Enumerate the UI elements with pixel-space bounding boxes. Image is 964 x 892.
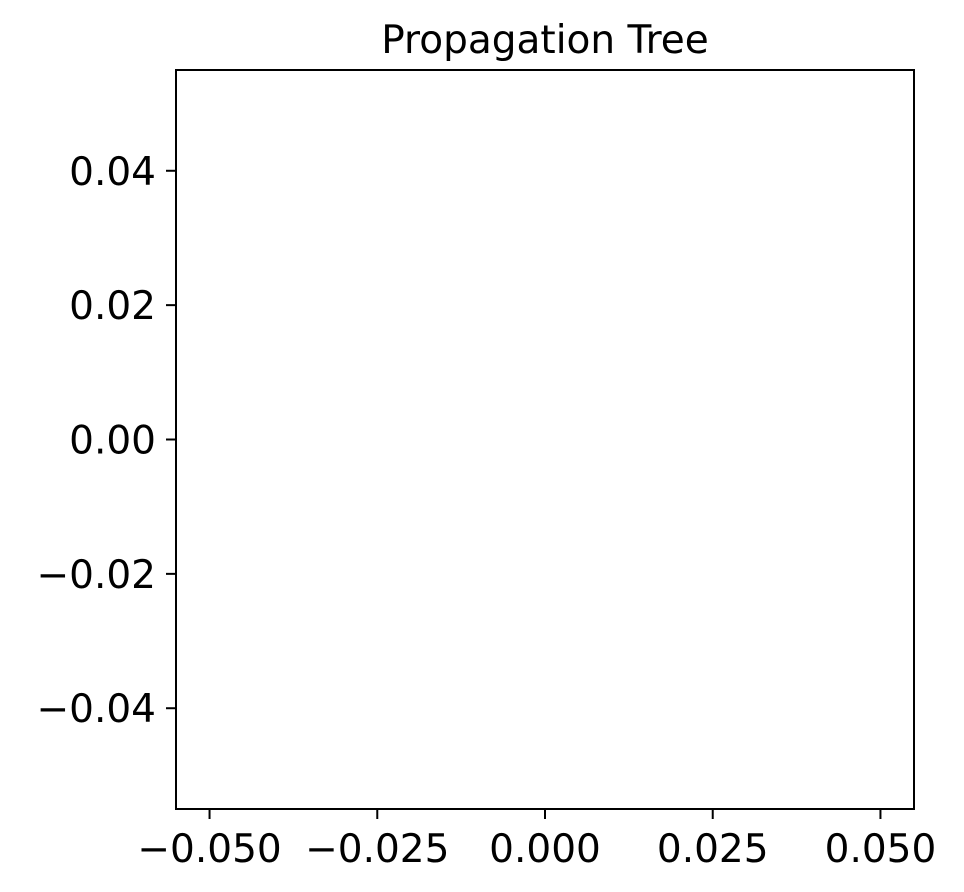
y-axis: 0.04 0.02 0.00 −0.02 −0.04 bbox=[36, 150, 176, 732]
plot-area bbox=[176, 70, 914, 809]
x-tick-label: −0.025 bbox=[305, 827, 449, 872]
x-tick-label: −0.050 bbox=[137, 827, 281, 872]
x-tick-label: 0.050 bbox=[825, 827, 937, 872]
y-tick-label: 0.00 bbox=[69, 419, 156, 464]
y-tick-label: 0.04 bbox=[69, 150, 156, 195]
chart-title: Propagation Tree bbox=[381, 18, 709, 63]
x-axis: −0.050 −0.025 0.000 0.025 0.050 bbox=[137, 809, 936, 872]
plot-frame bbox=[175, 69, 915, 810]
x-tick-label: 0.000 bbox=[489, 827, 601, 872]
x-tick-label: 0.025 bbox=[657, 827, 769, 872]
y-tick-label: 0.02 bbox=[69, 284, 156, 329]
y-tick-label: −0.04 bbox=[36, 687, 156, 732]
y-tick-label: −0.02 bbox=[36, 553, 156, 598]
